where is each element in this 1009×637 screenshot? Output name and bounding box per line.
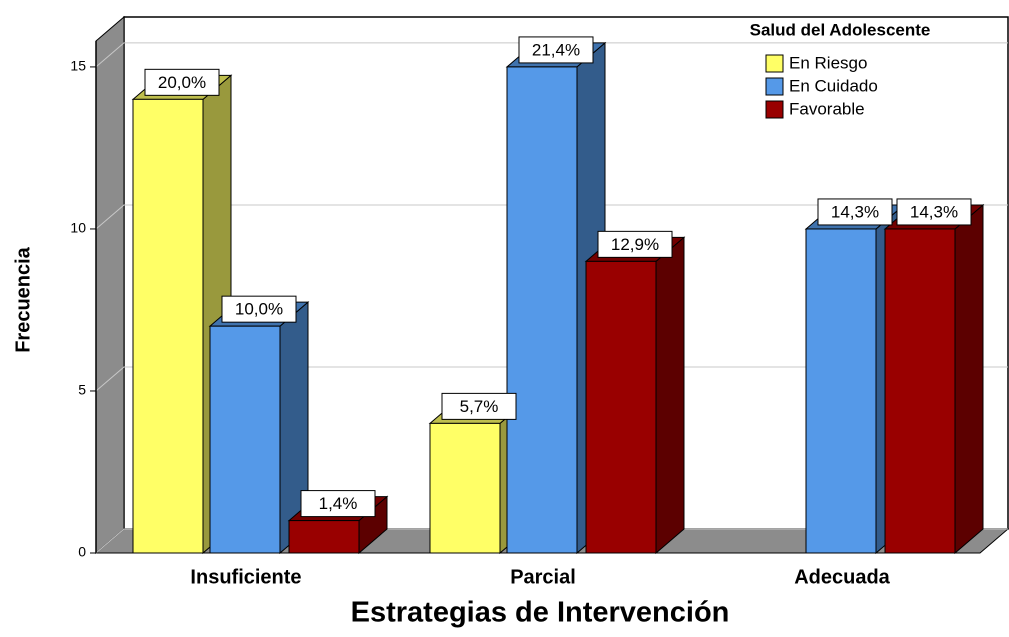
data-label-box <box>518 36 594 64</box>
data-label: 5,7% <box>460 397 499 416</box>
legend-label: En Riesgo <box>789 53 867 72</box>
y-tick-label: 15 <box>70 58 86 74</box>
grid-line <box>95 366 1008 392</box>
legend-swatch <box>765 100 784 119</box>
data-label-box <box>221 295 297 323</box>
grid-line <box>95 528 1008 554</box>
data-label: 1,4% <box>319 494 358 513</box>
y-tick-label: 0 <box>78 544 86 560</box>
data-label: 12,9% <box>611 235 659 254</box>
bar <box>506 66 578 554</box>
side-wall <box>95 15 125 555</box>
x-tick-label: Insuficiente <box>190 566 301 588</box>
grid-line <box>95 42 1008 68</box>
bar <box>805 228 877 554</box>
data-label: 14,3% <box>910 202 958 221</box>
data-label: 10,0% <box>235 300 283 319</box>
legend-swatch <box>765 77 784 96</box>
x-axis-title: Estrategias de Intervención <box>351 597 730 629</box>
y-axis-title: Frecuencia <box>12 246 34 352</box>
data-label: 20,0% <box>158 73 206 92</box>
bar <box>585 260 657 554</box>
bar <box>132 98 204 554</box>
y-tick-label: 10 <box>70 220 86 236</box>
data-label-box <box>144 68 220 96</box>
grid-line <box>95 204 1008 230</box>
bar <box>884 228 956 554</box>
legend-swatch <box>765 54 784 73</box>
data-label: 21,4% <box>532 40 580 59</box>
legend-label: En Cuidado <box>789 76 878 95</box>
data-label-box <box>817 198 893 226</box>
data-label-box <box>597 230 673 258</box>
bar-side <box>954 203 984 555</box>
x-tick-label: Adecuada <box>794 566 890 588</box>
data-label: 14,3% <box>831 202 879 221</box>
bar <box>209 325 281 554</box>
data-label-box <box>441 392 517 420</box>
bar <box>429 422 501 554</box>
bar-side <box>655 236 685 555</box>
legend-label: Favorable <box>789 99 865 118</box>
data-label-box <box>896 198 972 226</box>
legend-title: Salud del Adolescente <box>750 20 931 39</box>
data-label-box <box>300 490 376 518</box>
y-tick-label: 5 <box>78 382 86 398</box>
bar <box>288 520 360 554</box>
x-tick-label: Parcial <box>510 566 576 588</box>
